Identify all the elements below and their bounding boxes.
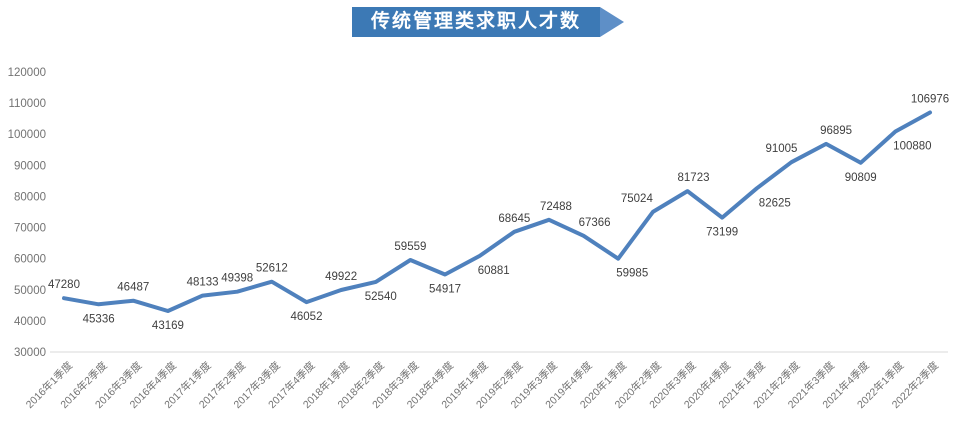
data-point-label: 49398 [221, 273, 253, 285]
y-axis-tick-label: 100000 [8, 129, 46, 141]
data-point-label: 47280 [48, 279, 80, 291]
y-axis-tick-label: 60000 [14, 254, 46, 266]
data-point-label: 82625 [759, 197, 791, 209]
chart-title-banner: 传统管理类求职人才数 [352, 7, 624, 37]
x-axis-labels: 2016年1季度2016年2季度2016年3季度2016年4季度2017年1季度… [23, 359, 941, 411]
y-axis-labels: 30000 40000 50000 60000 70000 80000 90000 10000… [8, 67, 46, 359]
data-point-label: 46487 [117, 282, 149, 294]
data-point-label: 43169 [152, 320, 184, 332]
data-point-label: 67366 [579, 217, 611, 229]
banner-arrow-tip-icon [600, 7, 624, 37]
data-line-series [62, 110, 932, 313]
data-point-label: 96895 [820, 125, 852, 137]
data-point-label: 106976 [911, 94, 949, 106]
data-point-label: 90809 [845, 172, 877, 184]
y-axis-tick-label: 80000 [14, 191, 46, 203]
data-point-label: 100880 [893, 140, 931, 152]
y-axis-tick-label: 70000 [14, 223, 46, 235]
data-point-label: 59559 [394, 241, 426, 253]
data-point-label: 81723 [678, 172, 710, 184]
y-axis-tick-label: 110000 [8, 98, 46, 110]
y-axis-tick-label: 50000 [14, 285, 46, 297]
banner-rect [352, 7, 600, 37]
y-axis-tick-label: 90000 [14, 160, 46, 172]
chart-title: 传统管理类求职人才数 [370, 11, 581, 32]
data-point-label: 48133 [187, 277, 219, 289]
data-point-label: 52612 [256, 263, 288, 275]
data-point-label: 72488 [540, 201, 572, 213]
data-point-label: 46052 [290, 311, 322, 323]
data-point-label: 59985 [616, 268, 648, 280]
data-point-label: 75024 [621, 193, 654, 205]
data-point-label: 52540 [365, 291, 397, 303]
y-axis-tick-label: 120000 [8, 67, 46, 79]
y-axis-tick-label: 40000 [14, 316, 46, 328]
data-point-label: 73199 [706, 227, 738, 239]
data-point-label: 45336 [83, 313, 115, 325]
data-point-label: 49922 [325, 271, 357, 283]
y-axis-tick-label: 30000 [14, 347, 46, 359]
data-point-label: 91005 [765, 143, 797, 155]
data-point-label: 60881 [478, 265, 510, 277]
data-point-label: 68645 [498, 213, 530, 225]
data-point-label: 54917 [429, 283, 461, 295]
